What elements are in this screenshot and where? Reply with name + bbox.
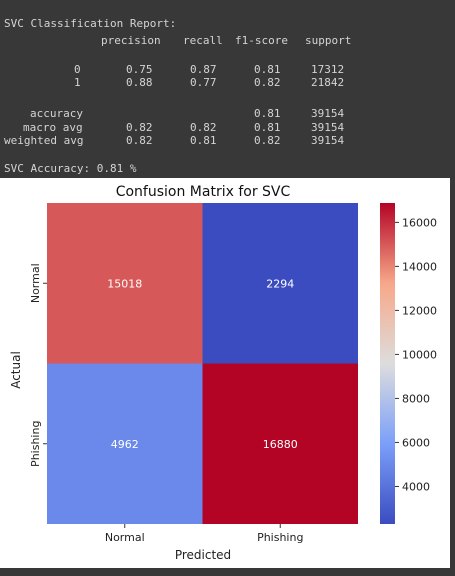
weighted-avg-support: 39154 <box>311 134 345 147</box>
accuracy-summary-line: SVC Accuracy: 0.81 % <box>4 162 137 175</box>
heatmap-cell <box>202 203 358 364</box>
macro-avg-label: macro avg <box>23 121 83 134</box>
colorbar-tick-label: 14000 <box>402 260 437 273</box>
accuracy-support: 39154 <box>311 107 345 120</box>
y-axis-label: Actual <box>9 351 23 389</box>
cell-precision: 0.88 <box>126 76 153 89</box>
cell-recall: 0.87 <box>190 63 217 76</box>
header-f1-score: f1-score <box>235 34 288 47</box>
header-recall: recall <box>183 34 223 47</box>
cell-recall: 0.77 <box>190 76 217 89</box>
heatmap-cell <box>47 363 203 524</box>
colorbar-tick-label: 12000 <box>402 304 437 317</box>
cell-f1: 0.81 <box>254 63 281 76</box>
confusion-matrix-figure: 15018 2294 4962 16880 Normal Phishing Normal P… <box>0 178 450 568</box>
macro-avg-recall: 0.82 <box>190 121 217 134</box>
y-tick-label: Normal <box>29 263 42 303</box>
cell-value-label: 2294 <box>266 277 294 290</box>
colorbar-tick-label: 4000 <box>402 480 430 493</box>
cell-f1: 0.82 <box>254 76 281 89</box>
colorbar <box>380 203 395 524</box>
macro-avg-precision: 0.82 <box>126 121 153 134</box>
weighted-avg-precision: 0.82 <box>126 134 153 147</box>
cell-value-label: 16880 <box>263 438 298 451</box>
accuracy-label: accuracy <box>30 107 83 120</box>
macro-avg-support: 39154 <box>311 121 345 134</box>
y-tick-label: Phishing <box>29 421 42 467</box>
x-tick-label: Normal <box>105 531 145 544</box>
colorbar-tick-label: 6000 <box>402 436 430 449</box>
weighted-avg-f1: 0.82 <box>254 134 281 147</box>
header-support: support <box>305 34 352 47</box>
report-title: SVC Classification Report: <box>4 17 177 30</box>
weighted-avg-label: weighted avg <box>4 134 84 147</box>
confusion-matrix-chart: 15018 2294 4962 16880 Normal Phishing Normal P… <box>9 184 437 562</box>
cell-support: 21842 <box>311 76 345 89</box>
cell-value-label: 4962 <box>111 438 139 451</box>
colorbar-tick-label: 10000 <box>402 348 437 361</box>
cell-precision: 0.75 <box>126 63 153 76</box>
heatmap-cell <box>47 203 203 364</box>
row-label: 0 <box>74 63 81 76</box>
x-axis-label: Predicted <box>175 548 231 562</box>
macro-avg-f1: 0.81 <box>254 121 281 134</box>
colorbar-tick-label: 16000 <box>402 216 437 229</box>
cell-value-label: 15018 <box>107 277 142 290</box>
x-tick-label: Phishing <box>257 531 303 544</box>
console-output: SVC Classification Report: precision rec… <box>0 0 455 178</box>
heatmap-cell <box>202 363 358 524</box>
colorbar-tick-label: 8000 <box>402 392 430 405</box>
row-label: 1 <box>74 76 81 89</box>
weighted-avg-recall: 0.81 <box>190 134 217 147</box>
header-precision: precision <box>101 34 161 47</box>
cell-support: 17312 <box>311 63 345 76</box>
accuracy-f1: 0.81 <box>254 107 281 120</box>
chart-title: Confusion Matrix for SVC <box>116 184 291 200</box>
